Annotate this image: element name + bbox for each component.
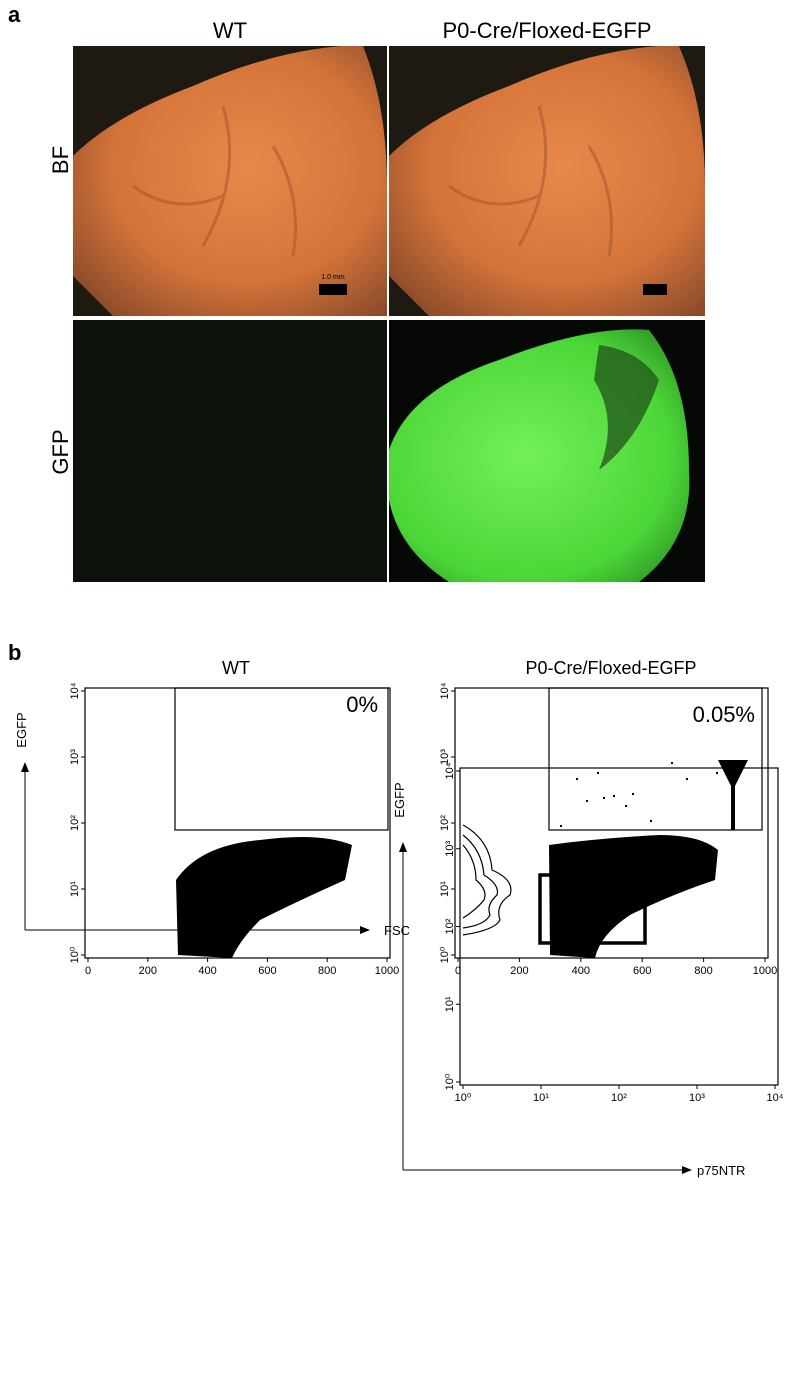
x-tick-label: 800 (318, 965, 336, 977)
plot-title: P0-Cre/Floxed-EGFP (525, 658, 696, 678)
y-tick-label: 10² (439, 815, 451, 831)
contours (462, 824, 631, 936)
arrow-head (399, 842, 407, 852)
x-tick-label: 800 (694, 965, 712, 977)
row-title: GFP (48, 429, 73, 474)
axis-label: FSC (384, 923, 410, 938)
x-tick-label: 200 (139, 965, 157, 977)
y-tick-label: 10² (69, 815, 81, 831)
scatter-cloud (549, 835, 718, 958)
plot-frame (459, 767, 779, 1086)
x-tick-label: 10² (611, 1092, 627, 1104)
gate (538, 873, 647, 945)
bf-image: 1.0 mm (73, 46, 387, 316)
bf-image (389, 46, 705, 316)
axis-label: EGFP (14, 712, 29, 747)
x-tick-label: 10⁰ (455, 1092, 472, 1104)
y-tick-label: 10¹ (444, 996, 456, 1012)
x-tick-label: 10¹ (533, 1092, 549, 1104)
scatter-dots (560, 762, 718, 827)
x-tick-label: 10⁴ (767, 1092, 784, 1104)
scale-bar-label: 1.0 mm (321, 274, 345, 281)
y-tick-label: 10³ (69, 749, 81, 765)
y-tick-label: 10³ (444, 840, 456, 856)
axis-label: p75NTR (697, 1163, 745, 1178)
gate-label: 0% (346, 692, 378, 717)
x-tick-label: 400 (572, 965, 590, 977)
panel-label: b (8, 640, 21, 665)
y-tick-label: 10¹ (69, 881, 81, 897)
panel-label: a (8, 2, 21, 27)
gate-label: 0.05% (693, 702, 755, 727)
scatter-cloud (176, 836, 352, 958)
y-tick-label: 10¹ (439, 881, 451, 897)
arrow-head (718, 760, 748, 790)
arrow-head (21, 762, 29, 772)
row-title: BF (48, 146, 73, 174)
x-tick-label: 10³ (689, 1092, 705, 1104)
y-tick-label: 10⁴ (444, 762, 456, 779)
x-tick-label: 600 (633, 965, 651, 977)
axis-label: EGFP (392, 782, 407, 817)
y-tick-label: 10⁴ (439, 682, 451, 699)
gfp-image (73, 320, 387, 582)
column-title: WT (213, 18, 247, 43)
y-tick-label: 10⁰ (444, 1073, 456, 1090)
x-tick-label: 600 (258, 965, 276, 977)
y-tick-label: 10⁰ (439, 946, 451, 963)
y-tick-label: 10² (444, 918, 456, 934)
arrow-head (682, 1166, 692, 1174)
x-tick-label: 1000 (753, 965, 777, 977)
arrow-head (360, 926, 370, 934)
x-tick-label: 1000 (375, 965, 399, 977)
y-tick-label: 10⁴ (69, 682, 81, 699)
x-tick-label: 400 (198, 965, 216, 977)
x-tick-label: 0 (85, 965, 91, 977)
y-tick-label: 10³ (439, 749, 451, 765)
y-tick-label: 10⁰ (69, 946, 81, 963)
x-tick-label: 0 (455, 965, 461, 977)
gfp-image (389, 320, 705, 582)
gate-label: 29.03% (558, 840, 633, 865)
column-title: P0-Cre/Floxed-EGFP (442, 18, 651, 43)
x-tick-label: 200 (510, 965, 528, 977)
plot-title: WT (222, 658, 250, 678)
